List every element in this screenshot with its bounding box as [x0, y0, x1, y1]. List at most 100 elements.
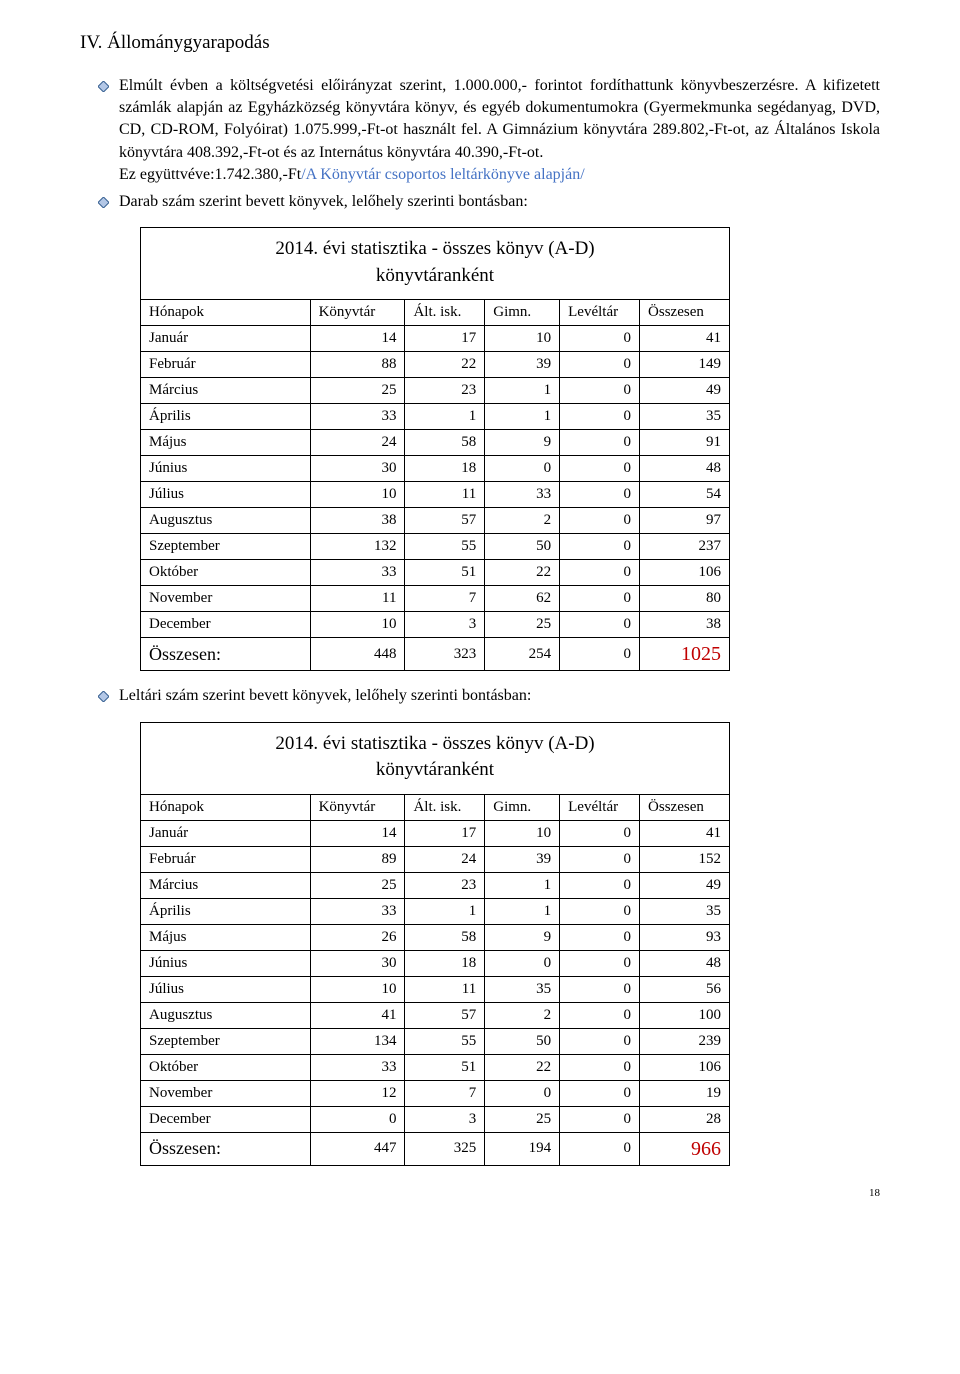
value-cell: 1 [405, 898, 485, 924]
value-cell: 33 [310, 560, 405, 586]
value-cell: 0 [560, 1106, 640, 1132]
value-cell: 3 [405, 612, 485, 638]
value-cell: 25 [310, 872, 405, 898]
table-row: Szeptember13255500237 [141, 534, 730, 560]
total-cell: 254 [485, 638, 560, 671]
value-cell: 18 [405, 456, 485, 482]
value-cell: 62 [485, 586, 560, 612]
value-cell: 132 [310, 534, 405, 560]
value-cell: 22 [485, 1054, 560, 1080]
month-cell: Július [141, 976, 311, 1002]
value-cell: 7 [405, 1080, 485, 1106]
value-cell: 106 [640, 560, 730, 586]
value-cell: 50 [485, 1028, 560, 1054]
table-header: Összesen [640, 794, 730, 820]
table-header: Gimn. [485, 794, 560, 820]
value-cell: 149 [640, 352, 730, 378]
table-total-row: Összesen:44832325401025 [141, 638, 730, 671]
value-cell: 0 [560, 326, 640, 352]
month-cell: Február [141, 352, 311, 378]
value-cell: 2 [485, 1002, 560, 1028]
bullet-text: Leltári szám szerint bevett könyvek, lel… [119, 685, 880, 707]
value-cell: 58 [405, 430, 485, 456]
stats-table-1: 2014. évi statisztika - összes könyv (A-… [140, 227, 730, 671]
bullet-tail-highlight: /A Könyvtár csoportos leltárkönyve alapj… [301, 166, 584, 183]
value-cell: 91 [640, 430, 730, 456]
table-row: Március25231049 [141, 872, 730, 898]
month-cell: Március [141, 378, 311, 404]
value-cell: 41 [310, 1002, 405, 1028]
month-cell: Június [141, 456, 311, 482]
value-cell: 0 [560, 1028, 640, 1054]
table-row: Január141710041 [141, 820, 730, 846]
section-heading: IV. Állománygyarapodás [80, 30, 880, 57]
value-cell: 41 [640, 326, 730, 352]
value-cell: 9 [485, 430, 560, 456]
value-cell: 0 [485, 456, 560, 482]
value-cell: 0 [560, 1054, 640, 1080]
month-cell: Március [141, 872, 311, 898]
table-row: Január141710041 [141, 326, 730, 352]
value-cell: 19 [640, 1080, 730, 1106]
value-cell: 50 [485, 534, 560, 560]
total-cell: 323 [405, 638, 485, 671]
value-cell: 10 [485, 820, 560, 846]
table-row: Augusztus415720100 [141, 1002, 730, 1028]
value-cell: 33 [310, 898, 405, 924]
value-cell: 1 [485, 872, 560, 898]
value-cell: 100 [640, 1002, 730, 1028]
month-cell: Január [141, 820, 311, 846]
table-1-wrap: 2014. évi statisztika - összes könyv (A-… [140, 227, 730, 671]
value-cell: 0 [560, 456, 640, 482]
value-cell: 28 [640, 1106, 730, 1132]
table-header: Ált. isk. [405, 300, 485, 326]
table-row: Augusztus38572097 [141, 508, 730, 534]
value-cell: 39 [485, 846, 560, 872]
month-cell: Április [141, 404, 311, 430]
total-cell: 1025 [640, 638, 730, 671]
value-cell: 0 [560, 1002, 640, 1028]
table-row: Június30180048 [141, 456, 730, 482]
value-cell: 33 [310, 404, 405, 430]
value-cell: 0 [560, 872, 640, 898]
month-cell: Július [141, 482, 311, 508]
value-cell: 25 [485, 1106, 560, 1132]
value-cell: 25 [310, 378, 405, 404]
value-cell: 0 [560, 820, 640, 846]
value-cell: 26 [310, 924, 405, 950]
table-header: Hónapok [141, 300, 311, 326]
table-row: Július101133054 [141, 482, 730, 508]
value-cell: 57 [405, 1002, 485, 1028]
table-row: December0325028 [141, 1106, 730, 1132]
value-cell: 41 [640, 820, 730, 846]
value-cell: 10 [485, 326, 560, 352]
value-cell: 237 [640, 534, 730, 560]
value-cell: 23 [405, 378, 485, 404]
bullet-text: Elmúlt évben a költségvetési előirányzat… [119, 75, 880, 187]
table-row: Szeptember13455500239 [141, 1028, 730, 1054]
total-cell: 194 [485, 1132, 560, 1165]
value-cell: 56 [640, 976, 730, 1002]
value-cell: 11 [405, 976, 485, 1002]
bullet-item: Darab szám szerint bevett könyvek, lelőh… [98, 191, 880, 213]
month-cell: Október [141, 1054, 311, 1080]
table-row: Október3351220106 [141, 1054, 730, 1080]
value-cell: 0 [560, 482, 640, 508]
value-cell: 49 [640, 872, 730, 898]
value-cell: 23 [405, 872, 485, 898]
table-row: Május26589093 [141, 924, 730, 950]
month-cell: Szeptember [141, 1028, 311, 1054]
table-total-row: Összesen:4473251940966 [141, 1132, 730, 1165]
value-cell: 48 [640, 456, 730, 482]
table-header: Hónapok [141, 794, 311, 820]
table-header: Könyvtár [310, 794, 405, 820]
total-label: Összesen: [141, 638, 311, 671]
value-cell: 0 [485, 1080, 560, 1106]
value-cell: 38 [310, 508, 405, 534]
value-cell: 24 [405, 846, 485, 872]
value-cell: 10 [310, 612, 405, 638]
table-header: Ált. isk. [405, 794, 485, 820]
value-cell: 0 [560, 612, 640, 638]
value-cell: 97 [640, 508, 730, 534]
value-cell: 9 [485, 924, 560, 950]
